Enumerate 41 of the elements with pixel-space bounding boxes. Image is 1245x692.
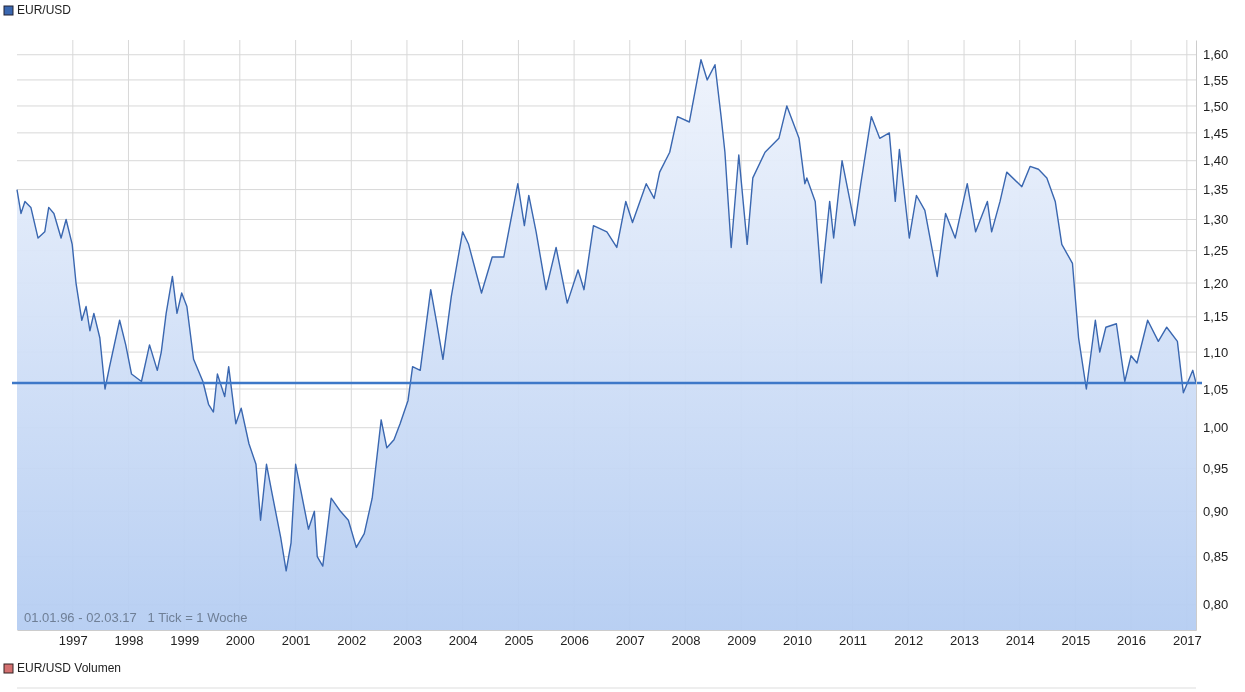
y-tick-label: 1,20 [1203,275,1229,291]
x-tick-label: 2004 [448,633,478,648]
y-tick-label: 1,25 [1203,243,1229,259]
y-tick-label: 0,90 [1203,504,1229,519]
y-tick-label: 1,45 [1203,125,1229,141]
y-tick-label: 1,15 [1203,309,1229,325]
x-tick-label: 2005 [504,633,534,648]
y-tick-label: 1,40 [1203,153,1229,169]
y-tick-label: 1,30 [1203,212,1229,228]
x-tick-label: 2003 [392,633,422,648]
y-tick-label: 1,35 [1203,182,1229,198]
x-tick-label: 2014 [1005,633,1035,648]
x-tick-label: 2001 [281,633,311,648]
y-tick-label: 1,05 [1203,381,1229,397]
x-tick-label: 2008 [671,633,701,648]
y-tick-label: 1,60 [1203,47,1229,63]
annotation: 01.01.96 - 02.03.17 1 Tick = 1 Woche [24,610,248,625]
x-tick-label: 1998 [114,633,144,648]
y-tick-label: 1,50 [1203,98,1229,114]
x-tick-label: 2009 [727,633,757,648]
legend-label: EUR/USD [17,3,72,17]
x-tick-label: 1999 [170,633,200,648]
x-tick-label: 2017 [1172,633,1202,648]
y-tick-label: 1,55 [1203,72,1229,88]
x-tick-label: 2000 [225,633,255,648]
x-tick-label: 2015 [1061,633,1091,648]
x-tick-label: 2013 [950,633,979,648]
y-tick-label: 0,85 [1203,549,1229,565]
x-tick-label: 2010 [782,633,812,648]
x-tick-label: 1997 [58,633,88,648]
x-tick-label: 2016 [1117,633,1146,648]
y-tick-label: 1,10 [1203,344,1229,360]
x-tick-label: 2012 [894,633,924,648]
x-tick-label: 2006 [560,633,590,648]
x-tick-label: 2002 [337,633,367,648]
x-tick-label: 2007 [615,633,645,648]
y-tick-label: 0,80 [1203,597,1229,613]
y-tick-label: 0,95 [1203,461,1229,477]
y-tick-label: 1,00 [1203,420,1229,436]
x-tick-label: 2011 [839,633,868,648]
text: EUR/USD Volumen [17,661,122,675]
